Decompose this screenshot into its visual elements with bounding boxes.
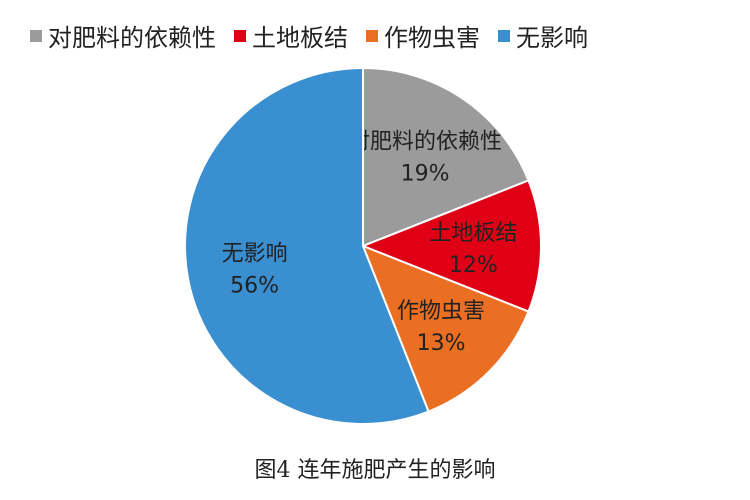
legend-label: 土地板结 <box>252 24 348 52</box>
legend-swatch <box>498 29 510 42</box>
slice-category-label: 土地板结 <box>429 221 517 246</box>
slice-category-label: 对肥料的依赖性 <box>348 130 502 155</box>
slice-category-label: 作物虫害 <box>397 299 485 324</box>
slice-value-label: 19% <box>401 162 450 187</box>
legend-item: 对肥料的依赖性 <box>30 18 216 53</box>
legend-item: 作物虫害 <box>366 18 480 53</box>
legend-swatch <box>234 29 246 42</box>
legend-item: 土地板结 <box>234 18 348 53</box>
slice-value-label: 12% <box>449 253 498 278</box>
legend-swatch <box>30 29 42 42</box>
chart-legend: 对肥料的依赖性 土地板结 作物虫害 无影响 <box>30 18 606 53</box>
slice-category-label: 无影响 <box>222 242 288 267</box>
slice-value-label: 13% <box>417 331 466 356</box>
pie-slice <box>362 66 530 248</box>
legend-label: 对肥料的依赖性 <box>48 24 216 52</box>
legend-label: 作物虫害 <box>384 24 480 52</box>
pie-slice <box>184 66 430 425</box>
legend-label: 无影响 <box>516 24 588 52</box>
pie-slice <box>360 179 542 313</box>
slice-value-label: 56% <box>230 274 279 299</box>
pie-chart: 对肥料的依赖性 19% 土地板结 12% 作物虫害 13% 无影响 56% <box>184 66 542 425</box>
chart-caption: 图4 连年施肥产生的影响 <box>254 458 496 483</box>
legend-swatch <box>366 29 378 42</box>
pie-slice <box>361 244 530 413</box>
legend-item: 无影响 <box>498 18 588 53</box>
